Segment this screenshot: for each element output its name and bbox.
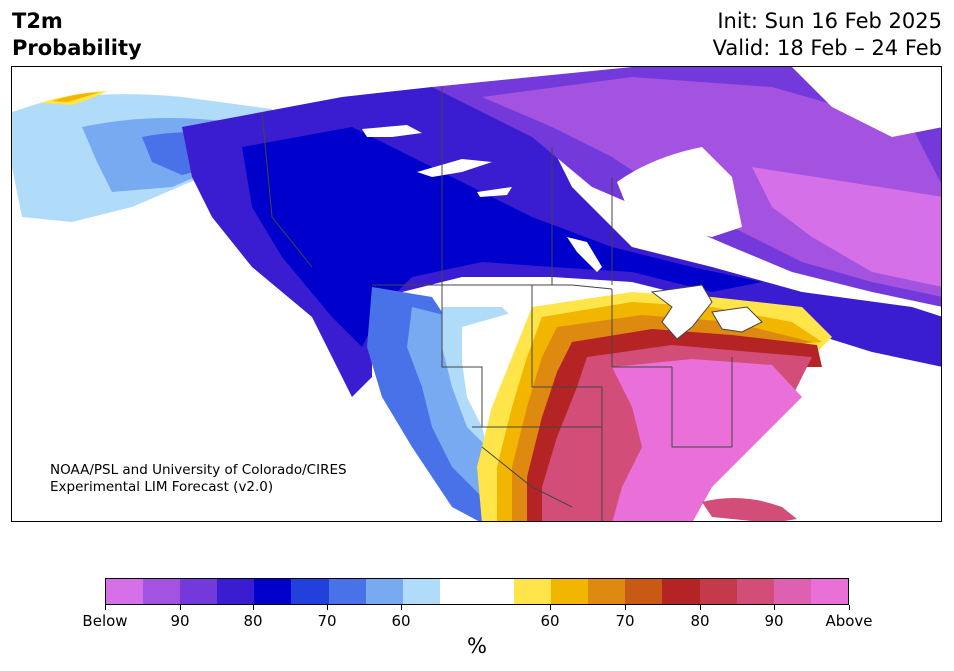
forecast-dates: Init: Sun 16 Feb 2025 Valid: 18 Feb – 24… <box>713 8 942 62</box>
colorbar-tick-label: 60 <box>391 612 411 630</box>
colorbar-segment <box>514 579 552 604</box>
colorbar-segment <box>365 579 403 604</box>
colorbar-tick-mark <box>105 605 106 610</box>
great-lakes-east <box>711 306 763 333</box>
colorbar-tick-label: 90 <box>170 612 190 630</box>
colorbar-segment <box>328 579 366 604</box>
map-title: T2m Probability <box>12 8 142 62</box>
hudson-bay <box>617 147 742 237</box>
colorbar-tick-mark <box>550 605 551 610</box>
colorbar-segment <box>551 579 589 604</box>
colorbar-tick-label: 80 <box>690 612 710 630</box>
great-bear-lake <box>362 125 422 137</box>
colorbar-tick-mark <box>625 605 626 610</box>
alaska-warm-band-2 <box>52 92 100 102</box>
great-slave-lake <box>417 159 492 177</box>
colorbar-segment <box>402 579 440 604</box>
colorbar-tick-mark <box>180 605 181 610</box>
lake-athabasca <box>477 187 512 197</box>
colorbar-tick-label: Above <box>825 612 873 630</box>
map-credit: NOAA/PSL and University of Colorado/CIRE… <box>50 462 347 496</box>
credit-line-2: Experimental LIM Forecast (v2.0) <box>50 479 274 495</box>
colorbar-tick-mark <box>401 605 402 610</box>
colorbar-tick-mark <box>253 605 254 610</box>
colorbar-tick-mark <box>700 605 701 610</box>
colorbar-segment <box>106 579 144 604</box>
colorbar-segment <box>810 579 848 604</box>
colorbar-segment <box>180 579 218 604</box>
colorbar-tick-label: 60 <box>540 612 560 630</box>
colorbar-tick-mark <box>849 605 850 610</box>
colorbar-segment <box>143 579 181 604</box>
colorbar-unit: % <box>467 634 487 658</box>
colorbar-tick-label: 70 <box>317 612 337 630</box>
greenland <box>792 67 941 137</box>
colorbar-tick-label: Below <box>82 612 128 630</box>
colorbar-segment <box>217 579 255 604</box>
colorbar-tick-mark <box>774 605 775 610</box>
init-date: Init: Sun 16 Feb 2025 <box>717 9 942 33</box>
colorbar-segment <box>291 579 329 604</box>
colorbar-segment <box>625 579 663 604</box>
colorbar-segment <box>699 579 737 604</box>
colorbar-segment <box>254 579 292 604</box>
valid-range: Valid: 18 Feb – 24 Feb <box>712 36 942 60</box>
colorbar-tick-mark <box>327 605 328 610</box>
variable-name: T2m <box>12 9 63 33</box>
colorbar-segment <box>588 579 626 604</box>
forecast-map: NOAA/PSL and University of Colorado/CIRE… <box>11 66 942 522</box>
east-canada-violet <box>752 167 941 287</box>
lake-winnipeg <box>567 237 602 272</box>
great-lakes <box>650 284 713 340</box>
southeast-magenta <box>612 359 802 521</box>
map-canvas <box>12 67 941 521</box>
political-borders <box>261 87 733 521</box>
colorbar-segment <box>662 579 700 604</box>
credit-line-1: NOAA/PSL and University of Colorado/CIRE… <box>50 462 347 478</box>
colorbar-tick-label: 90 <box>764 612 784 630</box>
colorbar-segment <box>476 579 515 604</box>
colorbar-segment <box>736 579 774 604</box>
colorbar-segment <box>773 579 811 604</box>
cuba <box>702 497 797 521</box>
colorbar <box>105 578 849 605</box>
colorbar-tick-label: 80 <box>243 612 263 630</box>
colorbar-segment <box>439 579 477 604</box>
colorbar-tick-label: 70 <box>615 612 635 630</box>
product-name: Probability <box>12 36 142 60</box>
